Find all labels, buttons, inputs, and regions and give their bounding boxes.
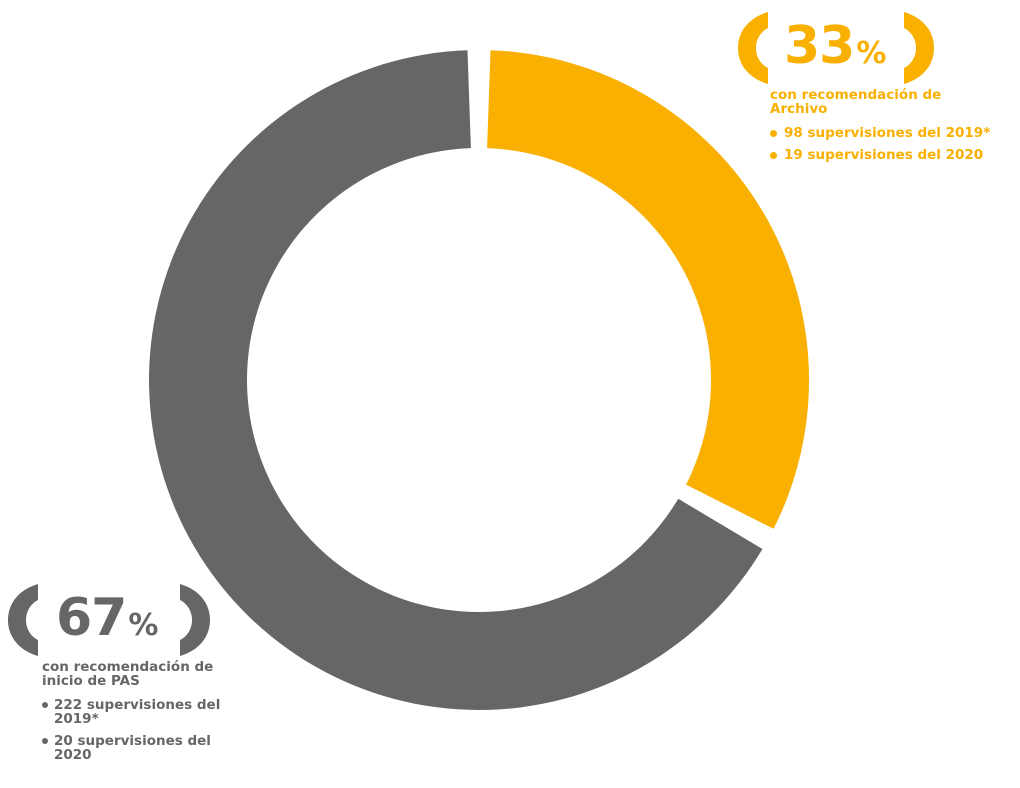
pas-percent: 67% xyxy=(56,586,158,658)
left-bracket-icon xyxy=(738,12,768,84)
left-bracket-icon xyxy=(8,584,38,656)
bullet-dot-icon xyxy=(770,152,777,159)
pas-description: con recomendación de inicio de PAS xyxy=(42,659,214,689)
pas-percent-row: 67% xyxy=(8,580,258,660)
right-bracket-icon xyxy=(180,584,210,656)
archivo-percent-row: 33% xyxy=(738,8,1008,88)
pas-detail-2020-text: 20 supervisiones del 2020 xyxy=(54,733,211,763)
archivo-details: 98 supervisiones del 2019* 19 supervisio… xyxy=(770,126,1010,162)
bullet-dot-icon xyxy=(770,130,777,137)
archivo-callout: 33% con recomendación de Archivo 98 supe… xyxy=(738,8,1008,170)
right-bracket-icon xyxy=(904,12,934,84)
archivo-percent-number: 33 xyxy=(784,16,855,76)
archivo-percent: 33% xyxy=(784,14,886,86)
archivo-detail-2020-text: 19 supervisiones del 2020 xyxy=(784,147,984,163)
archivo-detail-2019-text: 98 supervisiones del 2019* xyxy=(784,125,991,141)
bullet-dot-icon xyxy=(42,738,48,744)
pas-callout: 67% con recomendación de inicio de PAS 2… xyxy=(8,580,258,770)
donut-slice-pas xyxy=(149,50,763,710)
bullet-dot-icon xyxy=(42,702,48,708)
pas-detail-2019: 222 supervisiones del 2019* xyxy=(42,698,252,726)
archivo-percent-sign: % xyxy=(856,36,886,71)
pas-detail-2020: 20 supervisiones del 2020 xyxy=(42,734,252,762)
pas-detail-2019-text: 222 supervisiones del 2019* xyxy=(54,697,221,727)
pas-percent-sign: % xyxy=(128,608,158,643)
donut-slice-archivo xyxy=(487,50,809,529)
pas-percent-number: 67 xyxy=(56,588,127,648)
archivo-detail-2019: 98 supervisiones del 2019* xyxy=(770,126,1010,140)
archivo-description: con recomendación de Archivo xyxy=(770,87,942,117)
pas-details: 222 supervisiones del 2019* 20 supervisi… xyxy=(42,698,252,762)
archivo-detail-2020: 19 supervisiones del 2020 xyxy=(770,148,1010,162)
